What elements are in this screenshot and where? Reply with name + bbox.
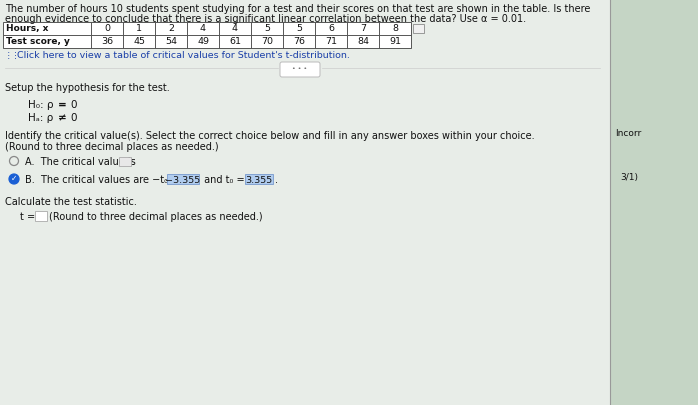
Text: 0: 0 — [70, 100, 77, 110]
Text: −3.355: −3.355 — [165, 176, 200, 185]
Text: 61: 61 — [229, 37, 241, 46]
Text: (Round to three decimal places as needed.): (Round to three decimal places as needed… — [49, 212, 262, 222]
Bar — [119, 157, 131, 166]
Bar — [610, 0, 698, 405]
Text: 8: 8 — [392, 24, 398, 33]
Text: 1: 1 — [136, 24, 142, 33]
Text: Identify the critical value(s). Select the correct choice below and fill in any : Identify the critical value(s). Select t… — [5, 131, 535, 141]
Text: 4: 4 — [200, 24, 206, 33]
Text: t =: t = — [20, 212, 35, 222]
Text: 49: 49 — [197, 37, 209, 46]
Text: 45: 45 — [133, 37, 145, 46]
Text: and t₀ =: and t₀ = — [201, 175, 244, 185]
Text: 4: 4 — [232, 24, 238, 33]
Text: =: = — [58, 100, 67, 110]
Text: B.  The critical values are −t₀ =: B. The critical values are −t₀ = — [25, 175, 179, 185]
Bar — [35, 211, 47, 221]
Text: Test score, y: Test score, y — [6, 37, 70, 46]
FancyBboxPatch shape — [280, 62, 320, 77]
Text: The number of hours 10 students spent studying for a test and their scores on th: The number of hours 10 students spent st… — [5, 4, 591, 14]
Text: 7: 7 — [360, 24, 366, 33]
Bar — [245, 174, 273, 184]
Text: Calculate the test statistic.: Calculate the test statistic. — [5, 197, 137, 207]
Text: 6: 6 — [328, 24, 334, 33]
Text: 0: 0 — [70, 113, 77, 123]
Text: 54: 54 — [165, 37, 177, 46]
Text: 0: 0 — [104, 24, 110, 33]
Text: A.  The critical value is: A. The critical value is — [25, 157, 135, 167]
Text: 5: 5 — [264, 24, 270, 33]
Text: 3/1): 3/1) — [620, 173, 638, 182]
Bar — [167, 174, 199, 184]
Text: 5: 5 — [296, 24, 302, 33]
Text: ≠: ≠ — [58, 113, 67, 123]
Text: 3.355: 3.355 — [246, 176, 273, 185]
Text: • • •: • • • — [292, 66, 308, 72]
Circle shape — [9, 174, 19, 184]
Text: Setup the hypothesis for the test.: Setup the hypothesis for the test. — [5, 83, 170, 93]
Text: ✓: ✓ — [10, 173, 17, 183]
Text: .: . — [275, 175, 278, 185]
Bar — [413, 24, 424, 33]
Text: ⋮⋮: ⋮⋮ — [5, 51, 20, 60]
Text: 36: 36 — [101, 37, 113, 46]
Text: 70: 70 — [261, 37, 273, 46]
Text: Click here to view a table of critical values for Student's t-distribution.: Click here to view a table of critical v… — [14, 51, 350, 60]
Text: 84: 84 — [357, 37, 369, 46]
Text: 2: 2 — [168, 24, 174, 33]
Text: Incorr: Incorr — [615, 129, 641, 138]
Text: enough evidence to conclude that there is a significant linear correlation betwe: enough evidence to conclude that there i… — [5, 14, 526, 24]
Bar — [3, 22, 411, 48]
Text: Hours, x: Hours, x — [6, 24, 48, 33]
Text: H₀: ρ: H₀: ρ — [28, 100, 54, 110]
Text: Hₐ: ρ: Hₐ: ρ — [28, 113, 53, 123]
Text: 71: 71 — [325, 37, 337, 46]
Text: .: . — [132, 157, 135, 167]
Text: 76: 76 — [293, 37, 305, 46]
Text: (Round to three decimal places as needed.): (Round to three decimal places as needed… — [5, 142, 218, 152]
Text: 91: 91 — [389, 37, 401, 46]
